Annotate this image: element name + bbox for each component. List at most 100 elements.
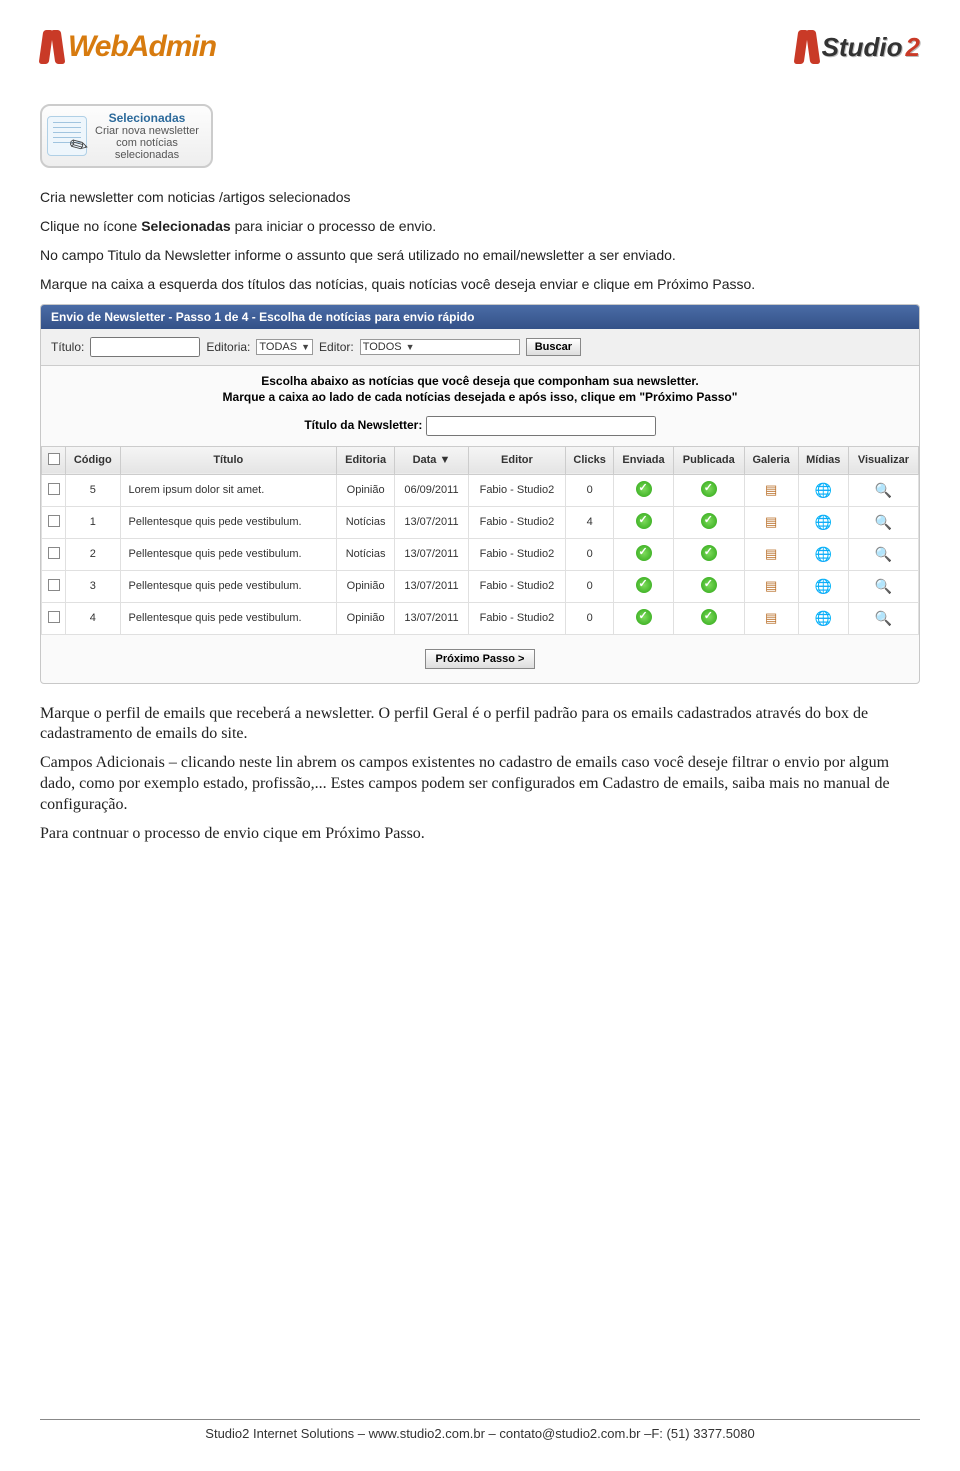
para-clique: Clique no ícone Selecionadas para inicia… — [40, 217, 920, 236]
cell-editoria: Opinião — [337, 570, 395, 602]
selecionadas-button[interactable]: Selecionadas Criar nova newsletter com n… — [40, 104, 213, 168]
buscar-button[interactable]: Buscar — [526, 338, 581, 356]
cell-editor: Fabio - Studio2 — [468, 474, 565, 506]
magnifier-icon[interactable]: 🔍 — [875, 514, 892, 530]
logo-studio2: Studio2 — [795, 30, 920, 64]
editor-label: Editor: — [319, 340, 354, 354]
cell-clicks: 0 — [566, 474, 614, 506]
check-icon — [701, 481, 717, 497]
magnifier-icon[interactable]: 🔍 — [875, 610, 892, 626]
col-enviada: Enviada — [614, 446, 674, 474]
cell-editor: Fabio - Studio2 — [468, 506, 565, 538]
col-titulo: Título — [120, 446, 337, 474]
cell-editoria: Notícias — [337, 538, 395, 570]
cell-clicks: 0 — [566, 602, 614, 634]
para-titulo: No campo Titulo da Newsletter informe o … — [40, 246, 920, 265]
proximo-passo-button[interactable]: Próximo Passo > — [425, 649, 536, 669]
titulo-input[interactable] — [90, 337, 200, 357]
table-row: 2Pellentesque quis pede vestibulum.Notíc… — [42, 538, 919, 570]
gallery-icon[interactable]: ▤ — [765, 514, 777, 529]
select-all-checkbox[interactable] — [48, 453, 60, 465]
logo-studio-text: Studio — [822, 32, 903, 63]
globe-icon[interactable]: 🌐 — [815, 546, 832, 562]
col-galeria: Galeria — [744, 446, 798, 474]
cell-data: 13/07/2011 — [395, 506, 469, 538]
magnifier-icon[interactable]: 🔍 — [875, 578, 892, 594]
newsletter-title-input[interactable] — [426, 416, 656, 436]
editoria-select[interactable]: TODAS ▼ — [256, 339, 313, 355]
gallery-icon[interactable]: ▤ — [765, 610, 777, 625]
gallery-icon[interactable]: ▤ — [765, 546, 777, 561]
col-editoria: Editoria — [337, 446, 395, 474]
row-checkbox[interactable] — [48, 611, 60, 623]
panel-title: Envio de Newsletter - Passo 1 de 4 - Esc… — [41, 305, 919, 329]
check-icon — [636, 481, 652, 497]
logo-webadmin-text: WebAdmin — [68, 30, 216, 64]
cell-data: 13/07/2011 — [395, 570, 469, 602]
after-para1: Marque o perfil de emails que receberá a… — [40, 704, 920, 746]
para-marque: Marque na caixa a esquerda dos títulos d… — [40, 275, 920, 294]
globe-icon[interactable]: 🌐 — [815, 514, 832, 530]
page-footer: Studio2 Internet Solutions – www.studio2… — [40, 1419, 920, 1441]
newsletter-panel: Envio de Newsletter - Passo 1 de 4 - Esc… — [40, 304, 920, 684]
cell-titulo: Lorem ipsum dolor sit amet. — [120, 474, 337, 506]
col-codigo: Código — [66, 446, 121, 474]
gallery-icon[interactable]: ▤ — [765, 482, 777, 497]
check-icon — [701, 545, 717, 561]
check-icon — [701, 577, 717, 593]
cell-editoria: Notícias — [337, 506, 395, 538]
editoria-label: Editoria: — [206, 340, 250, 354]
table-row: 1Pellentesque quis pede vestibulum.Notíc… — [42, 506, 919, 538]
globe-icon[interactable]: 🌐 — [815, 610, 832, 626]
check-icon — [701, 609, 717, 625]
logo-brackets-icon — [40, 30, 64, 64]
check-icon — [701, 513, 717, 529]
after-para3: Para contnuar o processo de envio cique … — [40, 824, 920, 845]
table-row: 4Pellentesque quis pede vestibulum.Opini… — [42, 602, 919, 634]
col-data[interactable]: Data ▼ — [395, 446, 469, 474]
row-checkbox[interactable] — [48, 579, 60, 591]
cell-codigo: 4 — [66, 602, 121, 634]
selecionadas-caption: Selecionadas Criar nova newsletter com n… — [95, 111, 199, 161]
cell-editoria: Opinião — [337, 474, 395, 506]
logo-brackets-icon — [795, 30, 819, 64]
cell-codigo: 2 — [66, 538, 121, 570]
cell-codigo: 1 — [66, 506, 121, 538]
chevron-down-icon: ▼ — [301, 342, 310, 352]
cell-editor: Fabio - Studio2 — [468, 602, 565, 634]
instructions-line1: Escolha abaixo as notícias que você dese… — [41, 366, 919, 390]
check-icon — [636, 545, 652, 561]
row-checkbox[interactable] — [48, 547, 60, 559]
newsletter-title-label: Título da Newsletter: — [304, 418, 422, 432]
cell-editor: Fabio - Studio2 — [468, 570, 565, 602]
magnifier-icon[interactable]: 🔍 — [875, 482, 892, 498]
cell-clicks: 0 — [566, 570, 614, 602]
cell-titulo: Pellentesque quis pede vestibulum. — [120, 538, 337, 570]
cell-data: 13/07/2011 — [395, 538, 469, 570]
chevron-down-icon: ▼ — [406, 342, 415, 352]
cell-titulo: Pellentesque quis pede vestibulum. — [120, 602, 337, 634]
check-icon — [636, 609, 652, 625]
table-row: 5Lorem ipsum dolor sit amet.Opinião06/09… — [42, 474, 919, 506]
cell-clicks: 4 — [566, 506, 614, 538]
gallery-icon[interactable]: ▤ — [765, 578, 777, 593]
titulo-label: Título: — [51, 340, 84, 354]
magnifier-icon[interactable]: 🔍 — [875, 546, 892, 562]
col-clicks: Clicks — [566, 446, 614, 474]
cell-titulo: Pellentesque quis pede vestibulum. — [120, 506, 337, 538]
col-editor: Editor — [468, 446, 565, 474]
editor-select[interactable]: TODOS ▼ — [360, 339, 520, 355]
globe-icon[interactable]: 🌐 — [815, 578, 832, 594]
logo-webadmin: WebAdmin — [40, 30, 216, 64]
cell-titulo: Pellentesque quis pede vestibulum. — [120, 570, 337, 602]
globe-icon[interactable]: 🌐 — [815, 482, 832, 498]
instructions-line2: Marque a caixa ao lado de cada notícias … — [41, 390, 919, 412]
page-header: WebAdmin Studio2 — [40, 30, 920, 64]
col-midias: Mídias — [798, 446, 848, 474]
check-icon — [636, 513, 652, 529]
row-checkbox[interactable] — [48, 483, 60, 495]
newsletter-icon — [47, 116, 87, 156]
selecionadas-title: Selecionadas — [95, 111, 199, 125]
col-publicada: Publicada — [673, 446, 744, 474]
row-checkbox[interactable] — [48, 515, 60, 527]
